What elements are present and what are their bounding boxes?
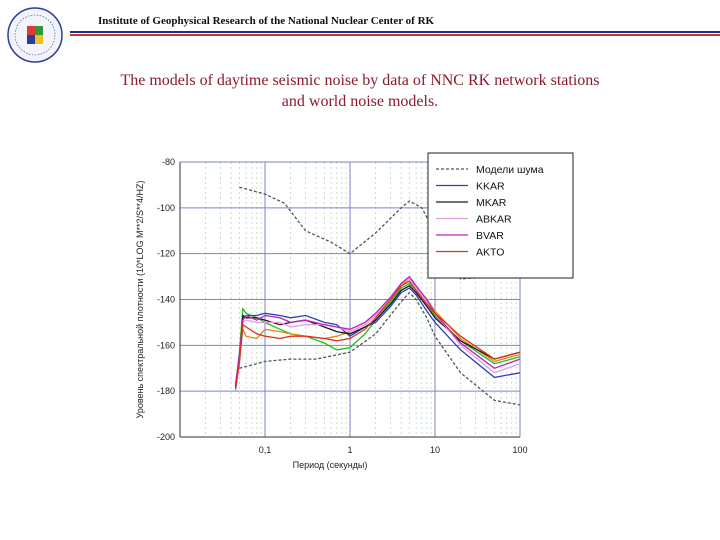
- y-tick-label: -200: [157, 432, 175, 442]
- legend-label: KKAR: [476, 181, 505, 193]
- header-divider-red: [70, 34, 720, 36]
- series-line-unlabeled: [234, 278, 521, 387]
- y-tick-label: -180: [157, 386, 175, 396]
- x-tick-label: 1: [347, 445, 352, 455]
- series-line: [234, 278, 521, 392]
- legend-label: MKAR: [476, 197, 507, 209]
- y-tick-label: -80: [162, 157, 175, 167]
- legend-box: [427, 152, 574, 279]
- y-tick-label: -120: [157, 249, 175, 259]
- header-divider-blue: [70, 31, 720, 33]
- series-line: [239, 291, 521, 406]
- institute-name: Institute of Geophysical Research of the…: [98, 15, 435, 27]
- y-tick-label: -100: [157, 203, 175, 213]
- page-title: The models of daytime seismic noise by d…: [40, 70, 680, 112]
- chart-legend: Модели шума KKAR MKAR ABKAR BVAR AKTO: [427, 152, 574, 279]
- legend-label: BVAR: [476, 230, 504, 242]
- legend-label: ABKAR: [476, 214, 512, 226]
- institute-logo: [7, 7, 63, 63]
- series-line: [234, 287, 521, 392]
- x-tick-label: 100: [512, 445, 527, 455]
- x-axis-label: Период (секунды): [293, 460, 368, 470]
- chart-axes: -80 -100 -120 -140 -160 -180 -200 0,1 1 10 100 Пери…: [135, 157, 528, 470]
- legend-label: AKTO: [476, 247, 504, 259]
- chart-series: [234, 186, 521, 406]
- legend-label: Модели шума: [476, 164, 544, 176]
- page-title-line2: and world noise models.: [281, 93, 439, 110]
- y-axis-label: Уровень спектральной плотности (10*LOG M…: [135, 181, 145, 419]
- x-tick-label: 0,1: [259, 445, 272, 455]
- y-tick-label: -160: [157, 340, 175, 350]
- series-line: [234, 284, 521, 387]
- page-title-line1: The models of daytime seismic noise by d…: [120, 72, 600, 89]
- x-tick-label: 10: [430, 445, 440, 455]
- series-line: [234, 280, 521, 389]
- series-line: [234, 275, 521, 385]
- header-divider: [70, 31, 720, 36]
- y-tick-label: -140: [157, 295, 175, 305]
